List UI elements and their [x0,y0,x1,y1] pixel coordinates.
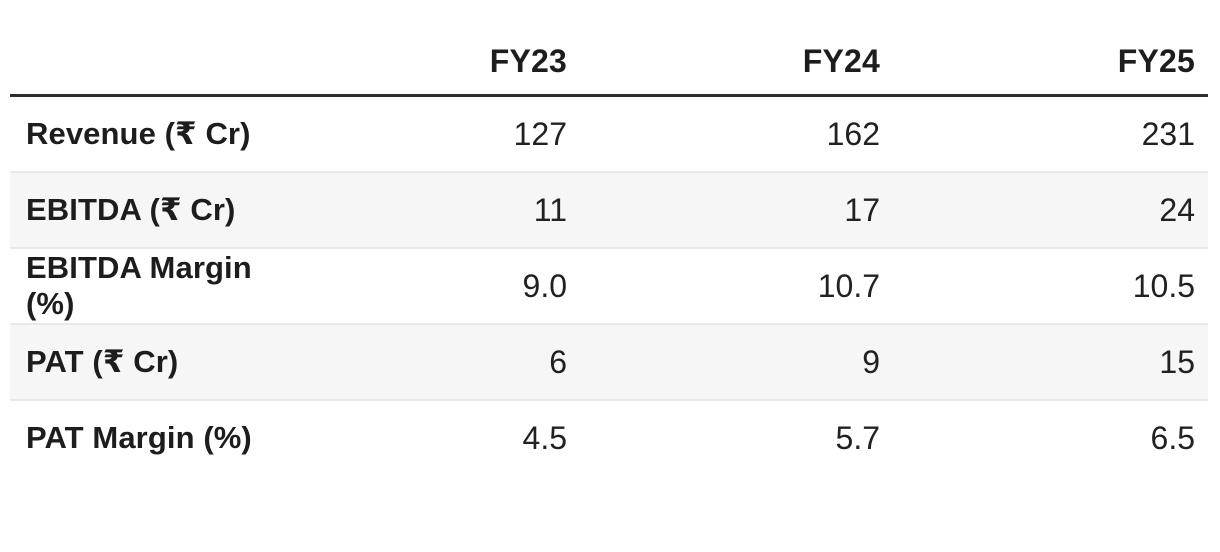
row-label-ebitda-margin: EBITDA Margin (%) [26,250,252,321]
column-header-fy24: FY24 [580,28,893,97]
table-header: FY23 FY24 FY25 [10,28,1208,97]
cell-pat-margin-fy25: 6.5 [1150,419,1195,456]
table-row-ebitda-margin: EBITDA Margin (%) 9.0 10.7 10.5 [10,248,1208,324]
financials-page: FY23 FY24 FY25 Revenue (₹ Cr) 127 162 23… [10,28,1208,475]
header-row: FY23 FY24 FY25 [10,28,1208,97]
financials-table: FY23 FY24 FY25 Revenue (₹ Cr) 127 162 23… [10,28,1208,475]
row-label-revenue: Revenue (₹ Cr) [26,116,251,151]
cell-revenue-fy23: 127 [513,115,567,152]
row-label-ebitda: EBITDA (₹ Cr) [26,192,236,227]
row-label-pat: PAT (₹ Cr) [26,344,179,379]
cell-pat-fy25: 15 [1159,343,1195,380]
table-row-pat: PAT (₹ Cr) 6 9 15 [10,324,1208,400]
cell-pat-margin-fy23: 4.5 [522,419,567,456]
column-header-metric [10,28,267,97]
cell-ebitda-margin-fy24: 10.7 [817,267,880,304]
cell-pat-fy24: 9 [862,343,880,380]
column-header-fy25: FY25 [893,28,1208,97]
cell-revenue-fy24: 162 [826,115,880,152]
table-row-revenue: Revenue (₹ Cr) 127 162 231 [10,95,1208,172]
cell-ebitda-fy24: 17 [844,191,880,228]
cell-pat-margin-fy24: 5.7 [835,419,880,456]
cell-ebitda-fy25: 24 [1159,191,1195,228]
cell-ebitda-margin-fy23: 9.0 [522,267,567,304]
cell-revenue-fy25: 231 [1141,115,1195,152]
cell-ebitda-fy23: 11 [533,191,567,228]
cell-ebitda-margin-fy25: 10.5 [1132,267,1195,304]
column-header-fy23: FY23 [267,28,580,97]
row-label-pat-margin: PAT Margin (%) [26,420,252,455]
cell-pat-fy23: 6 [549,343,567,380]
table-body: Revenue (₹ Cr) 127 162 231 EBITDA (₹ Cr)… [10,95,1208,475]
table-row-pat-margin: PAT Margin (%) 4.5 5.7 6.5 [10,400,1208,475]
table-row-ebitda: EBITDA (₹ Cr) 11 17 24 [10,172,1208,248]
